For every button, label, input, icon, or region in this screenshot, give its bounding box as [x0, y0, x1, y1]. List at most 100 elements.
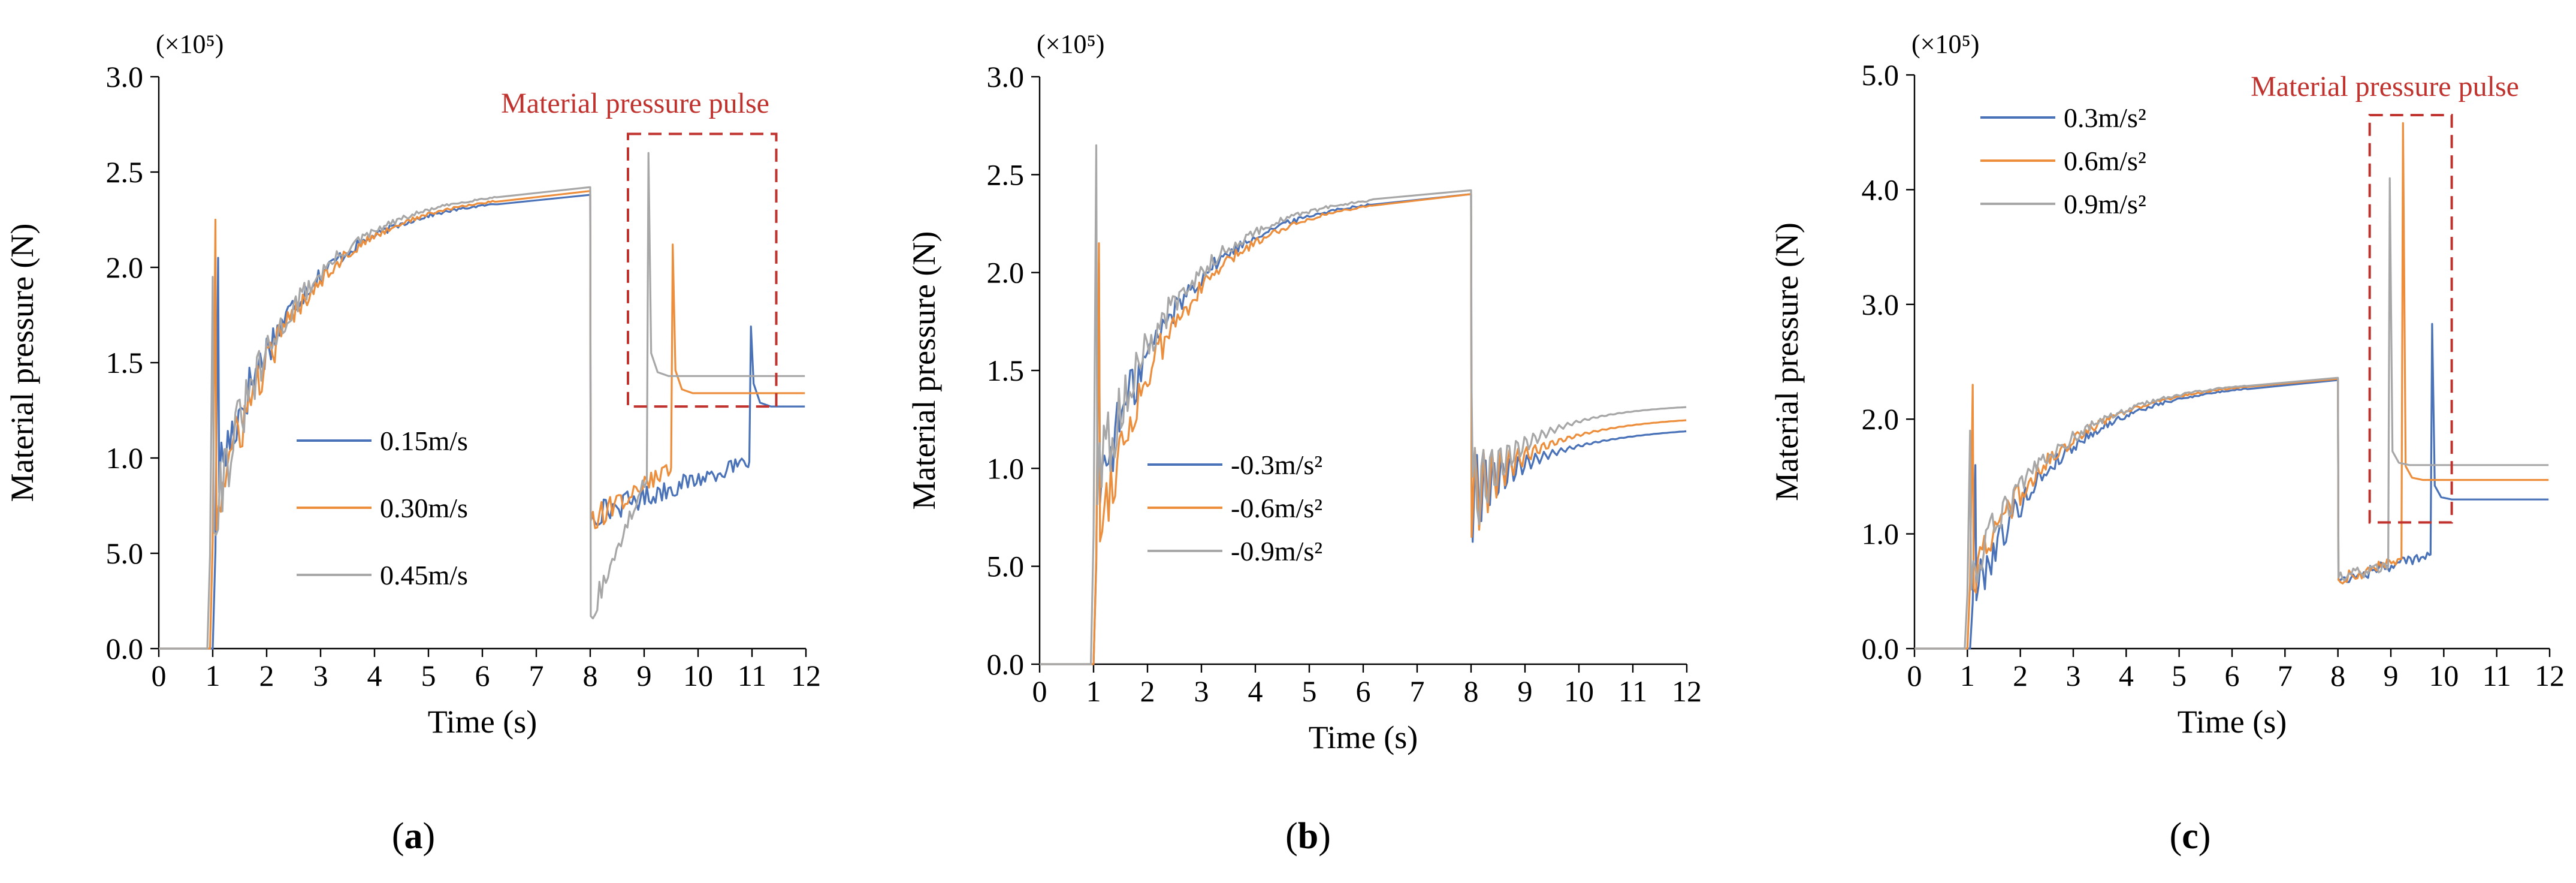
- axis-multiplier: (×10⁵): [1037, 29, 1104, 59]
- y-axis-title: Material pressure (N): [906, 231, 942, 510]
- y-tick-label: 3.0: [1862, 288, 1899, 321]
- y-tick-label: 0.0: [1862, 632, 1899, 665]
- x-tick-label: 8: [2330, 659, 2345, 692]
- y-tick-label: 3.0: [987, 60, 1025, 94]
- x-tick-label: 6: [1356, 674, 1371, 708]
- chart-panel-a: 0 1 2 3 4 5 6 7 8 9 10 11 120.05.01.01.52.02.53.0(×1…: [4, 29, 821, 857]
- series-line-2: [159, 190, 805, 650]
- caption-open: (: [392, 816, 404, 857]
- x-tick-label: 9: [1518, 674, 1533, 708]
- y-tick-label: 5.0: [987, 550, 1025, 583]
- series-line-3: [1914, 177, 2549, 650]
- caption-letter: a: [404, 816, 423, 857]
- x-tick-label: 2: [1140, 674, 1155, 708]
- chart-panel-c: 0 1 2 3 4 5 6 7 8 9 10 11 120.01.02.03.04.05.0(×10⁵)…: [1769, 29, 2565, 857]
- x-tick-label: 3: [2066, 659, 2081, 692]
- x-tick-label: 2: [259, 659, 274, 692]
- x-tick-label: 10: [1564, 674, 1594, 708]
- caption-open: (: [2170, 816, 2182, 857]
- legend-entry: 0.45m/s: [380, 560, 468, 590]
- x-tick-label: 6: [475, 659, 490, 692]
- x-tick-label: 8: [583, 659, 598, 692]
- caption-close: ): [1318, 816, 1331, 857]
- y-tick-label: 1.0: [987, 451, 1025, 485]
- legend-entry: -0.9m/s²: [1231, 536, 1322, 566]
- panel-caption: (b): [1285, 816, 1331, 857]
- y-axis-title: Material pressure (N): [1769, 222, 1805, 501]
- x-tick-label: 2: [2013, 659, 2028, 692]
- panel-caption: (a): [392, 816, 435, 857]
- x-tick-label: 7: [2278, 659, 2293, 692]
- x-tick-label: 5: [1302, 674, 1317, 708]
- legend-entry: -0.6m/s²: [1231, 493, 1322, 523]
- x-tick-label: 1: [1086, 674, 1101, 708]
- x-tick-label: 11: [1618, 674, 1647, 708]
- series-line-1: [1914, 323, 2549, 650]
- axis-multiplier: (×10⁵): [1911, 29, 1979, 59]
- x-tick-label: 9: [2384, 659, 2399, 692]
- legend-entry: 0.15m/s: [380, 426, 468, 456]
- x-tick-label: 1: [1960, 659, 1975, 692]
- y-tick-label: 3.0: [106, 60, 144, 94]
- series-line-2: [1040, 193, 1687, 665]
- x-tick-label: 5: [2172, 659, 2187, 692]
- x-tick-label: 8: [1464, 674, 1479, 708]
- legend-entry: 0.3m/s²: [2064, 103, 2146, 133]
- caption-close: ): [423, 816, 436, 857]
- x-tick-label: 7: [529, 659, 544, 692]
- caption-close: ): [2198, 816, 2211, 857]
- legend-entry: 0.6m/s²: [2064, 146, 2146, 176]
- pulse-annotation-label: Material pressure pulse: [501, 88, 769, 119]
- x-tick-label: 7: [1410, 674, 1425, 708]
- legend-entry: 0.9m/s²: [2064, 189, 2146, 219]
- y-tick-label: 1.5: [106, 346, 144, 379]
- x-axis-title: Time (s): [1309, 719, 1418, 755]
- pulse-annotation-label: Material pressure pulse: [2251, 71, 2519, 103]
- x-tick-label: 12: [2535, 659, 2565, 692]
- y-tick-label: 5.0: [1862, 58, 1899, 92]
- x-axis-title: Time (s): [2178, 704, 2287, 740]
- x-tick-label: 5: [421, 659, 436, 692]
- x-tick-label: 4: [2119, 659, 2134, 692]
- y-tick-label: 1.0: [1862, 517, 1899, 551]
- pulse-annotation-box: [627, 132, 778, 408]
- x-axis-title: Time (s): [428, 704, 537, 740]
- y-tick-label: 2.5: [987, 158, 1025, 191]
- pulse-annotation-box: [2368, 113, 2453, 524]
- x-tick-label: 4: [367, 659, 382, 692]
- x-tick-label: 0: [1032, 674, 1047, 708]
- caption-letter: b: [1298, 816, 1318, 857]
- x-tick-label: 0: [1907, 659, 1922, 692]
- legend-entry: -0.3m/s²: [1231, 450, 1322, 480]
- x-tick-label: 4: [1248, 674, 1263, 708]
- x-tick-label: 9: [637, 659, 652, 692]
- y-tick-label: 1.0: [106, 441, 144, 475]
- x-tick-label: 11: [2483, 659, 2511, 692]
- y-tick-label: 4.0: [1862, 173, 1899, 206]
- caption-letter: c: [2182, 816, 2198, 857]
- chart-panel-b: 0 1 2 3 4 5 6 7 8 9 10 11 120.05.01.01.52.02.53.0(×1…: [906, 29, 1702, 857]
- caption-open: (: [1285, 816, 1298, 857]
- x-tick-label: 3: [1194, 674, 1209, 708]
- y-tick-label: 0.0: [987, 647, 1025, 681]
- x-tick-label: 10: [683, 659, 713, 692]
- x-tick-label: 10: [2429, 659, 2459, 692]
- axis-multiplier: (×10⁵): [156, 29, 224, 59]
- x-tick-label: 11: [738, 659, 766, 692]
- y-tick-label: 5.0: [106, 537, 144, 570]
- y-axis-title: Material pressure (N): [4, 224, 40, 502]
- x-tick-label: 3: [313, 659, 328, 692]
- series-line-3: [159, 152, 805, 650]
- series-line-3: [1040, 144, 1687, 665]
- series-line-1: [1040, 193, 1687, 665]
- series-line-1: [159, 194, 805, 650]
- x-tick-label: 12: [791, 659, 821, 692]
- panel-caption: (c): [2170, 816, 2211, 857]
- y-tick-label: 2.0: [987, 256, 1025, 290]
- series-line-2: [1914, 122, 2549, 650]
- y-tick-label: 1.5: [987, 354, 1025, 387]
- legend-entry: 0.30m/s: [380, 493, 468, 523]
- y-tick-label: 0.0: [106, 632, 144, 665]
- y-tick-label: 2.5: [106, 155, 144, 189]
